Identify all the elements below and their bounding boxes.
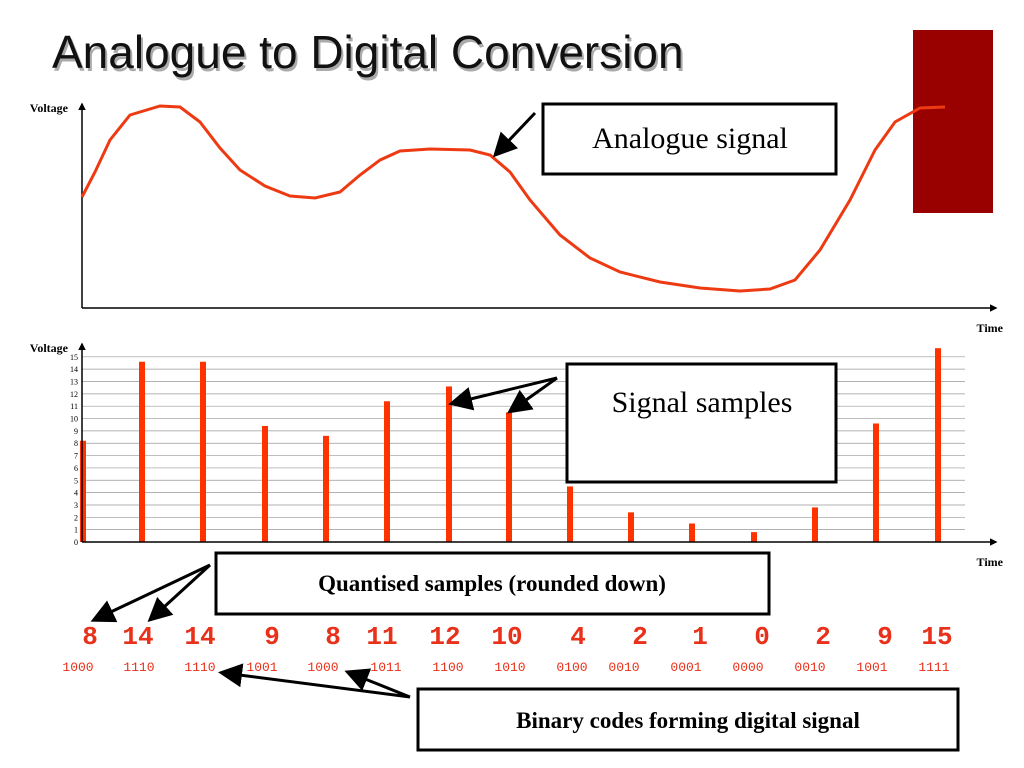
binary-code: 1001: [246, 660, 277, 675]
accent-block: [913, 30, 993, 213]
y-tick-label: 10: [70, 415, 78, 424]
binary-code: 0010: [794, 660, 825, 675]
sample-bar: [873, 423, 879, 542]
y-tick-label: 6: [74, 464, 78, 473]
y-tick-label: 15: [70, 353, 78, 362]
arrow: [507, 376, 558, 414]
sample-bar: [567, 486, 573, 542]
binary-code: 0001: [670, 660, 701, 675]
x-label: Time: [977, 555, 1004, 569]
title-shadow: Analogue to Digital Conversion: [54, 29, 686, 81]
arrow: [448, 376, 558, 411]
sample-bar: [689, 523, 695, 542]
binary-code: 1001: [856, 660, 887, 675]
binary-code: 1000: [307, 660, 338, 675]
sample-bar: [628, 512, 634, 542]
quantised-value: 14: [122, 622, 153, 652]
callout-box: [541, 102, 838, 176]
analogue-curve: [80, 104, 946, 293]
sample-bar: [935, 348, 941, 542]
sample-bar: [384, 401, 390, 542]
quantised-value: 1: [692, 622, 708, 652]
quantised-value: 15: [921, 622, 952, 652]
quantised-value: 14: [184, 622, 215, 652]
binary-code: 1110: [184, 660, 215, 675]
quantised-value: 8: [82, 622, 98, 652]
quantised-value: 9: [264, 622, 280, 652]
y-tick-label: 12: [70, 390, 78, 399]
quantised-value: 2: [632, 622, 648, 652]
x-label: Time: [977, 321, 1004, 335]
callout: Quantised samples (rounded down): [318, 571, 666, 596]
arrow: [344, 668, 411, 699]
y-tick-label: 8: [74, 439, 78, 448]
y-tick-label: 9: [74, 427, 78, 436]
sample-bar: [812, 507, 818, 542]
callout: Signal samples: [612, 386, 793, 419]
binary-code: 0100: [556, 660, 587, 675]
binary-code: 0000: [732, 660, 763, 675]
arrow: [90, 563, 211, 623]
binary-code: 1010: [494, 660, 525, 675]
quantised-value: 10: [491, 622, 522, 652]
y-label: Voltage: [30, 101, 69, 115]
quantised-value: 8: [325, 622, 341, 652]
quantised-value: 9: [877, 622, 893, 652]
y-label: Voltage: [30, 341, 69, 355]
y-tick-label: 3: [74, 501, 78, 510]
binary-code: 1111: [918, 660, 949, 675]
y-tick-label: 11: [70, 402, 78, 411]
y-tick-label: 14: [70, 365, 78, 374]
binary-code: 1100: [432, 660, 463, 675]
sample-bar: [139, 361, 145, 542]
arrow: [492, 111, 537, 158]
sample-bar: [751, 532, 757, 542]
quantised-value: 2: [815, 622, 831, 652]
y-tick-label: 7: [74, 452, 78, 461]
y-tick-label: 5: [74, 476, 78, 485]
quantised-value: 11: [366, 622, 397, 652]
sample-bar: [323, 435, 329, 542]
binary-code: 0010: [608, 660, 639, 675]
quantised-value: 12: [429, 622, 460, 652]
callout: Analogue signal: [592, 122, 788, 155]
y-tick-label: 13: [70, 378, 78, 387]
arrow: [147, 563, 212, 623]
sample-bar: [262, 425, 268, 542]
sample-bar: [80, 440, 86, 542]
callout: Binary codes forming digital signal: [516, 708, 860, 733]
quantised-value: 0: [754, 622, 770, 652]
y-tick-label: 2: [74, 513, 78, 522]
callout-box: [214, 551, 771, 616]
y-tick-label: 1: [74, 526, 78, 535]
callout-box: [416, 687, 960, 752]
binary-code: 1110: [123, 660, 154, 675]
sample-bar: [506, 412, 512, 542]
binary-code: 1011: [370, 660, 401, 675]
y-tick-label: 4: [74, 489, 78, 498]
title: Analogue to Digital Conversion: [52, 26, 684, 78]
callout-box: [565, 362, 838, 484]
binary-code: 1000: [62, 660, 93, 675]
sample-bar: [446, 386, 452, 542]
quantised-value: 4: [570, 622, 586, 652]
arrow: [218, 663, 411, 699]
y-tick-label: 0: [74, 538, 78, 547]
sample-bar: [200, 361, 206, 542]
